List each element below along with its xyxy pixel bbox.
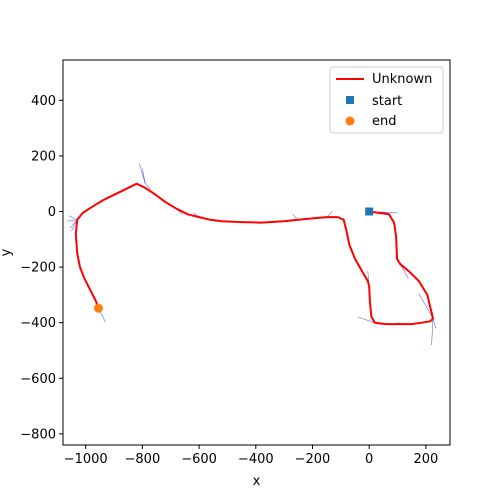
- y-tick-label: −800: [20, 427, 56, 442]
- heading-ray: [69, 219, 78, 229]
- y-axis-label: y: [0, 248, 14, 256]
- x-tick-label: −1000: [64, 452, 108, 467]
- series-line-unknown: [74, 182, 434, 326]
- heading-ray: [357, 316, 375, 323]
- heading-ray: [139, 164, 146, 184]
- axes-frame: [62, 59, 451, 446]
- x-tick-label: −200: [295, 452, 331, 467]
- end-marker: [93, 303, 103, 313]
- x-tick-label: −400: [238, 452, 274, 467]
- y-ticks: −800 −600 −400 −200 0 200 400: [20, 94, 63, 442]
- legend-label-end: end: [372, 114, 397, 129]
- legend-label-unknown: Unknown: [372, 72, 432, 87]
- x-axis-label: x: [253, 474, 261, 489]
- x-tick-label: 0: [365, 452, 373, 467]
- y-tick-label: 0: [48, 205, 56, 220]
- legend: Unknown start end: [329, 66, 444, 134]
- y-tick-label: 200: [31, 149, 56, 164]
- x-tick-label: −600: [181, 452, 217, 467]
- y-tick-label: −200: [20, 261, 56, 276]
- heading-ray: [431, 318, 434, 345]
- trajectory-lines: [74, 182, 434, 326]
- heading-ray: [68, 215, 78, 221]
- endpoint-markers: [93, 207, 374, 313]
- y-tick-label: −400: [20, 316, 56, 331]
- legend-box: [329, 66, 444, 134]
- heading-ray: [67, 219, 78, 222]
- x-tick-label: 200: [413, 452, 438, 467]
- heading-ray: [142, 168, 146, 184]
- legend-start-swatch: [346, 96, 354, 104]
- x-ticks: −1000 −800 −600 −400 −200 0 200: [64, 445, 438, 467]
- x-tick-label: −800: [125, 452, 161, 467]
- heading-ray: [432, 318, 437, 329]
- legend-label-start: start: [372, 94, 402, 109]
- start-marker: [365, 207, 374, 216]
- heading-ray: [418, 293, 434, 319]
- y-tick-label: 400: [31, 94, 56, 109]
- legend-end-swatch: [345, 116, 355, 126]
- y-tick-label: −600: [20, 372, 56, 387]
- heading-ray: [145, 183, 152, 190]
